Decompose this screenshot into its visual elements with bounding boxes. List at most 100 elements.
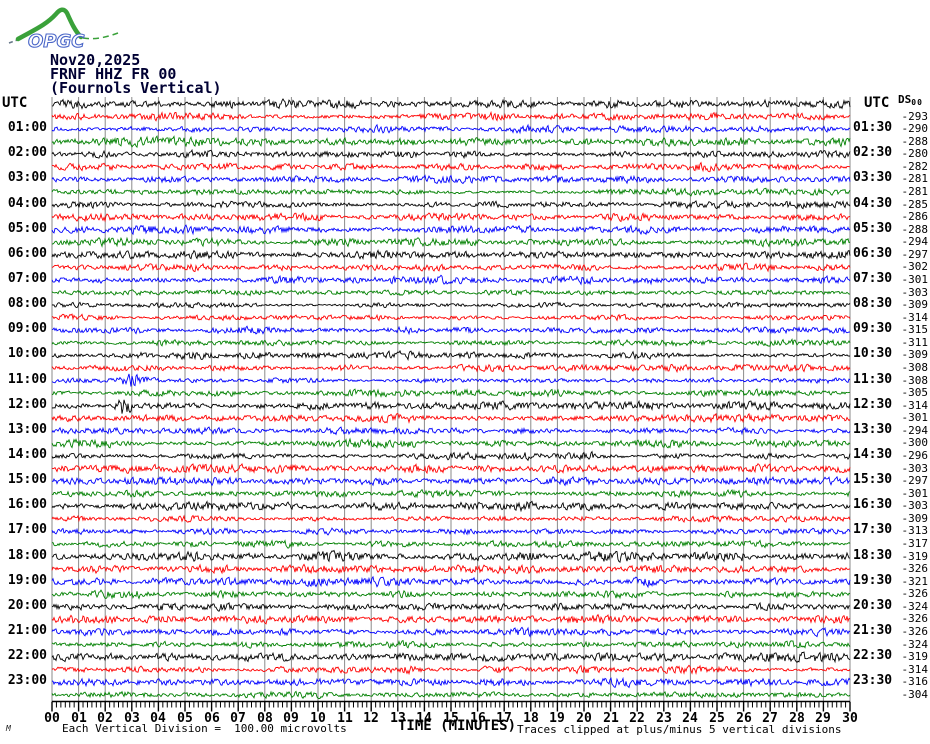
seismogram-trace	[51, 475, 851, 487]
left-time-label: 18:00	[7, 548, 47, 563]
minute-label: 21	[603, 711, 619, 726]
footer-scale-note: Each Vertical Division = 100.00 microvol…	[62, 722, 347, 735]
minute-label: 04	[150, 711, 166, 726]
seismogram-trace	[51, 527, 851, 536]
dc-offset-value: -303	[901, 499, 929, 512]
left-time-label: 23:00	[7, 673, 47, 688]
dc-offset-value: -301	[901, 273, 929, 286]
dc-offset-value: -308	[901, 374, 929, 387]
dc-offset-value: -309	[901, 512, 929, 525]
dc-offset-value: -294	[901, 424, 929, 437]
seismogram-trace	[51, 373, 851, 387]
footer-clip-note: Traces clipped at plus/minus 5 vertical …	[517, 723, 842, 736]
dc-offset-value: -314	[901, 311, 929, 324]
left-time-label: 16:00	[7, 497, 47, 512]
dc-header-text: DS	[898, 93, 912, 106]
opgc-logo: OPGC	[8, 7, 119, 53]
left-time-label: 14:00	[7, 447, 47, 462]
right-time-label: 08:30	[853, 296, 893, 311]
seismogram-trace	[51, 349, 851, 361]
seismogram-trace	[51, 437, 851, 449]
minute-label: 01	[71, 711, 87, 726]
seismogram-trace	[51, 110, 851, 122]
seismogram-trace	[51, 388, 851, 398]
minute-label: 25	[709, 711, 725, 726]
minute-label: 13	[390, 711, 406, 726]
seismogram-trace	[51, 613, 851, 625]
minute-label: 22	[629, 711, 645, 726]
dc-offset-value: -297	[901, 248, 929, 261]
seismogram-trace	[51, 123, 851, 135]
minute-label: 11	[337, 711, 353, 726]
dc-offset-value: -321	[901, 575, 929, 588]
dc-offset-value: -317	[901, 537, 929, 550]
left-utc-header: UTC	[2, 95, 28, 111]
dc-offset-value: -288	[901, 223, 929, 236]
seismogram-trace	[51, 549, 851, 563]
left-time-label: 01:00	[7, 120, 47, 135]
left-time-label: 17:00	[7, 522, 47, 537]
dc-offset-value: -316	[901, 675, 929, 688]
seismogram-trace	[51, 539, 851, 549]
header-station-code: FRNF HHZ FR 00	[50, 65, 177, 83]
right-time-label: 14:30	[853, 447, 893, 462]
logo-mountain-curve	[15, 7, 84, 42]
minute-label: 17	[496, 711, 512, 726]
seismogram-trace	[51, 639, 851, 649]
logo-dashed-right	[82, 32, 119, 40]
left-time-label: 22:00	[7, 648, 47, 663]
dc-offset-value: -326	[901, 562, 929, 575]
dc-offset-value: -285	[901, 198, 929, 211]
right-time-label: 04:30	[853, 196, 893, 211]
left-time-label: 02:00	[7, 145, 47, 160]
dc-offset-value: -309	[901, 298, 929, 311]
right-time-label: 10:30	[853, 346, 893, 361]
right-time-label: 15:30	[853, 472, 893, 487]
dc-offset-value: -293	[901, 110, 929, 123]
seismogram-trace	[51, 462, 851, 475]
seismogram-trace	[51, 135, 851, 149]
seismogram-trace	[51, 450, 851, 462]
right-time-label: 23:30	[853, 673, 893, 688]
seismogram-trace	[51, 174, 851, 185]
left-time-label: 03:00	[7, 170, 47, 185]
dc-offset-value: -282	[901, 160, 929, 173]
seismogram-trace	[51, 301, 851, 309]
right-utc-header: UTC	[864, 95, 890, 111]
left-time-label: 08:00	[7, 296, 47, 311]
seismogram-trace	[51, 651, 851, 664]
seismogram-trace	[51, 626, 851, 638]
right-time-label: 03:30	[853, 170, 893, 185]
seismogram-trace	[51, 488, 851, 499]
right-time-label: 01:30	[853, 120, 893, 135]
dc-offset-value: -296	[901, 449, 929, 462]
minute-label: 20	[576, 711, 592, 726]
minute-label: 24	[682, 711, 698, 726]
right-time-label: 12:30	[853, 397, 893, 412]
minute-label: 28	[789, 711, 805, 726]
seismogram-trace	[51, 274, 851, 286]
right-time-label: 21:30	[853, 623, 893, 638]
seismogram-trace	[51, 338, 851, 348]
left-time-label: 20:00	[7, 598, 47, 613]
seismogram-trace	[51, 664, 851, 676]
dc-offset-value: -281	[901, 172, 929, 185]
right-time-label: 19:30	[853, 573, 893, 588]
seismogram-trace	[51, 589, 851, 600]
header-station-comment: (Fournols Vertical)	[50, 79, 222, 97]
dc-offset-value: -303	[901, 462, 929, 475]
seismogram-trace	[51, 212, 851, 223]
seismogram-trace	[51, 262, 851, 273]
seismogram-trace	[51, 200, 851, 210]
dc-offset-value: -308	[901, 361, 929, 374]
seismogram-trace	[51, 289, 850, 297]
seismogram-trace	[51, 236, 851, 248]
x-axis-title: TIME (MINUTES)	[398, 718, 517, 734]
minute-label: 06	[204, 711, 220, 726]
corner-mark: M	[6, 724, 11, 733]
minute-label: 27	[762, 711, 778, 726]
seismogram-trace	[51, 601, 851, 612]
dc-offset-value: -314	[901, 663, 929, 676]
minute-label: 05	[177, 711, 193, 726]
seismogram-trace	[51, 676, 851, 689]
